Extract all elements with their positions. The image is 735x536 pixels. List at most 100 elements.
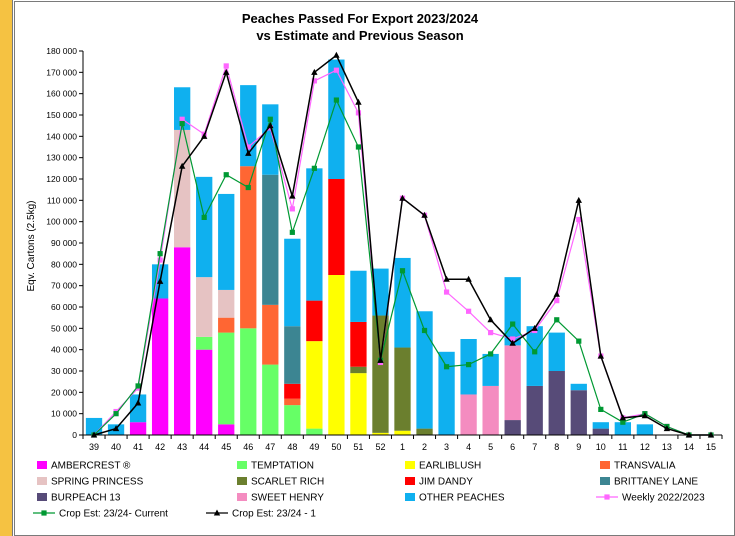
bar-segment <box>438 351 455 435</box>
series-point <box>157 251 163 257</box>
series-point <box>112 425 120 432</box>
bar-segment <box>460 394 477 435</box>
series-point <box>576 338 582 344</box>
bar-segment <box>614 422 631 435</box>
x-tick-label: 45 <box>221 442 231 452</box>
bar-segment <box>328 59 345 179</box>
y-tick-label: 0 <box>72 430 77 440</box>
series-point <box>223 63 229 69</box>
y-tick-label: 100 000 <box>46 217 77 227</box>
bar-segment <box>416 428 433 435</box>
chart-svg: Peaches Passed For Export 2023/2024 vs E… <box>26 11 723 520</box>
bar-segment <box>151 298 169 435</box>
x-tick-label: 47 <box>265 442 275 452</box>
legend-swatch <box>237 461 247 469</box>
series-point <box>510 336 516 342</box>
series-point <box>135 383 141 389</box>
bar-segment <box>218 424 235 435</box>
series-point <box>201 214 207 220</box>
x-tick-label: 48 <box>287 442 297 452</box>
y-tick-label: 170 000 <box>46 67 77 77</box>
bar-segment <box>218 317 235 333</box>
bar-segment <box>526 326 543 386</box>
bar-segment <box>262 304 279 365</box>
legend-swatch <box>37 477 47 485</box>
series-point <box>311 78 317 84</box>
series-point <box>333 67 339 73</box>
series-point <box>466 362 472 368</box>
legend-swatch <box>600 477 610 485</box>
series-point <box>620 419 626 425</box>
series-point <box>443 275 450 282</box>
bar-segment <box>504 277 521 346</box>
legend-swatch <box>37 461 47 469</box>
x-tick-label: 1 <box>400 442 405 452</box>
series-point <box>179 120 185 127</box>
bar-segment <box>240 328 257 435</box>
series-point <box>707 431 715 438</box>
series-point <box>355 144 362 150</box>
legend-swatch <box>237 477 247 485</box>
bar-segment <box>218 289 235 318</box>
series-point <box>289 192 296 199</box>
series-point <box>223 68 230 75</box>
legend-label: SPRING PRINCESS <box>51 477 144 488</box>
series-point <box>245 144 251 150</box>
series-point <box>355 110 362 116</box>
bar-segment <box>262 174 279 305</box>
x-tick-label: 50 <box>331 442 341 452</box>
series-point <box>245 184 251 191</box>
legend-label: Crop Est: 23/24 - 1 <box>232 509 316 520</box>
series-point <box>509 339 516 346</box>
bar-segment <box>129 422 147 435</box>
legend-swatch <box>405 493 415 501</box>
series-point <box>597 352 605 359</box>
series-point <box>223 172 229 178</box>
series-point <box>443 364 450 370</box>
x-tick-label: 40 <box>111 442 121 452</box>
bar-segment <box>174 87 191 130</box>
series-point <box>134 399 142 406</box>
y-tick-label: 30 000 <box>51 366 77 376</box>
x-tick-label: 41 <box>133 442 143 452</box>
chart-subtitle: vs Estimate and Previous Season <box>256 28 463 43</box>
series-point <box>532 349 538 355</box>
legend-swatch <box>405 477 415 485</box>
series-point <box>421 327 428 334</box>
bar-segment <box>262 364 279 435</box>
y-tick-label: 110 000 <box>47 195 77 205</box>
bar-segment <box>218 193 235 290</box>
legend-label: BURPEACH 13 <box>51 493 121 504</box>
legend-marker <box>213 509 221 516</box>
series-point <box>113 411 119 417</box>
bar-segment <box>284 326 301 384</box>
series-point <box>598 406 604 412</box>
legend-swatch <box>600 461 610 469</box>
series-point <box>421 211 428 218</box>
y-tick-label: 150 000 <box>46 110 77 120</box>
left-edge-strip <box>0 0 13 536</box>
bar-segment <box>350 321 367 367</box>
x-tick-label: 13 <box>662 442 672 452</box>
bar-segment <box>174 247 191 435</box>
legend-label: AMBERCREST ® <box>51 461 131 472</box>
bar-segment <box>394 430 411 435</box>
y-tick-label: 70 000 <box>51 281 77 291</box>
y-tick-label: 130 000 <box>46 153 77 163</box>
bar-segment <box>416 311 433 429</box>
y-tick-label: 50 000 <box>51 323 77 333</box>
legend-label: Crop Est: 23/24- Current <box>59 509 168 520</box>
chart-title: Peaches Passed For Export 2023/2024 <box>242 11 479 26</box>
series-point <box>200 132 208 139</box>
series-point <box>553 290 560 297</box>
y-tick-label: 60 000 <box>51 302 77 312</box>
series-point <box>245 149 252 156</box>
series-point <box>311 165 317 171</box>
series-point <box>399 268 406 274</box>
legend-label: BRITTANEY LANE <box>614 477 698 488</box>
bar-segment <box>570 390 587 435</box>
bar-segment <box>570 383 587 391</box>
bar-segment <box>306 341 323 429</box>
series-point <box>156 277 164 284</box>
series-point <box>157 257 163 263</box>
